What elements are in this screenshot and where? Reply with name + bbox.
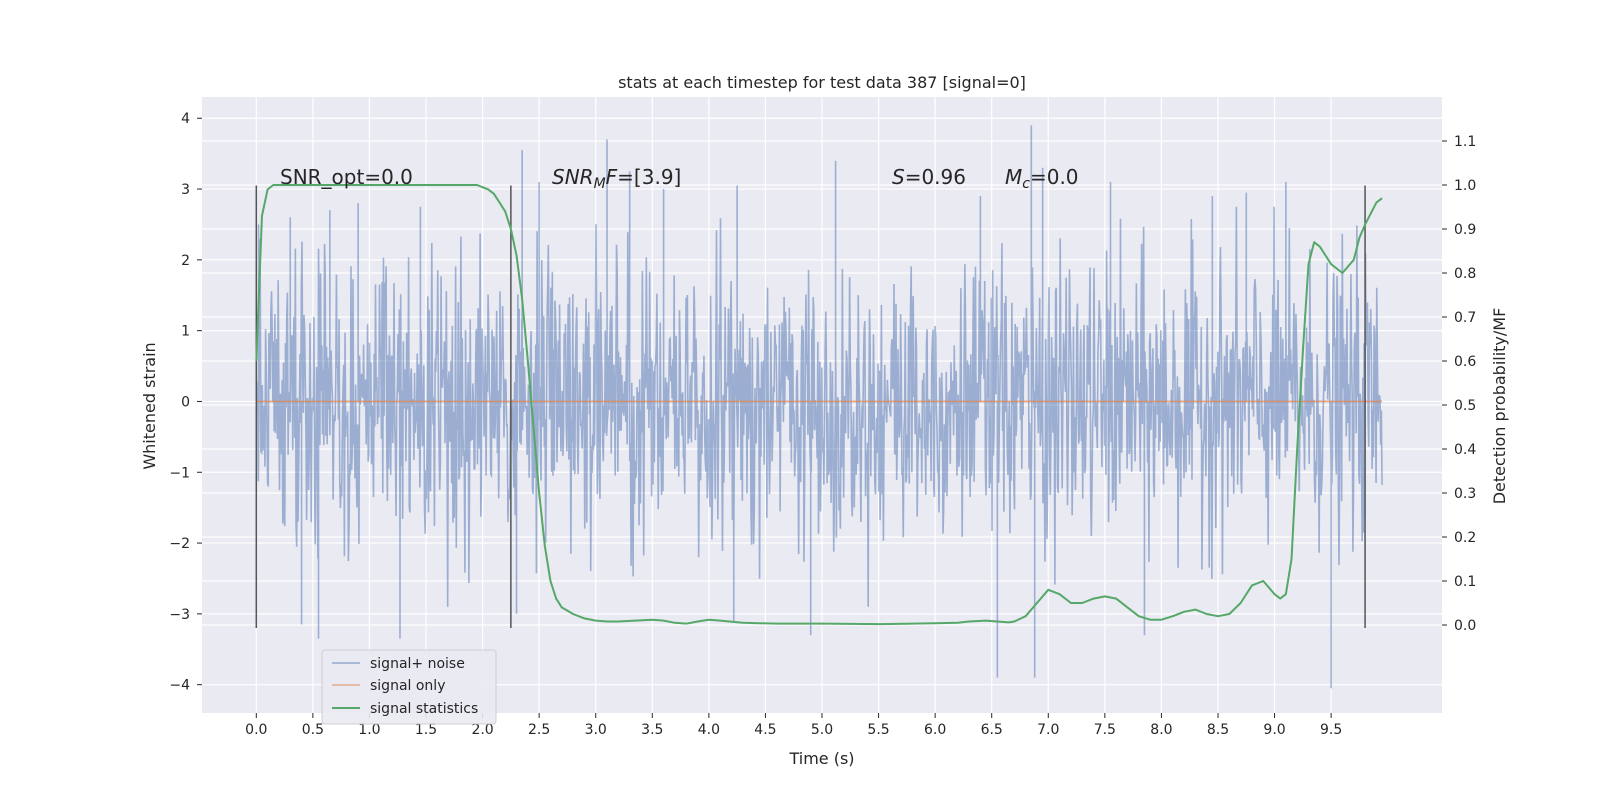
y-left-tick-label: −1 bbox=[169, 465, 190, 481]
x-tick-label: 7.0 bbox=[1037, 722, 1059, 738]
y-left-tick-label: −3 bbox=[169, 607, 190, 623]
x-tick-label: 4.0 bbox=[698, 722, 720, 738]
x-tick-label: 1.0 bbox=[358, 722, 380, 738]
x-tick-label: 2.5 bbox=[528, 722, 550, 738]
y-left-tick-label: 4 bbox=[181, 111, 190, 127]
y-left-tick-label: 1 bbox=[181, 324, 190, 340]
y-right-tick-label: 0.0 bbox=[1454, 618, 1476, 634]
x-tick-label: 7.5 bbox=[1094, 722, 1116, 738]
x-tick-label: 0.0 bbox=[245, 722, 267, 738]
x-tick-label: 3.0 bbox=[585, 722, 607, 738]
annotation-s: S=0.96 bbox=[892, 165, 966, 189]
x-tick-label: 5.0 bbox=[811, 722, 833, 738]
x-tick-label: 9.5 bbox=[1320, 722, 1342, 738]
axis-ticks: 0.0 0.5 1.0 1.5 2.0 2.5 3.0 3.5 4.0 4.5 5.0 5.5 6.0 6… bbox=[169, 111, 1476, 738]
y-axis-left-label: Whitened strain bbox=[140, 342, 159, 469]
y-left-tick-label: −2 bbox=[169, 536, 190, 552]
x-tick-label: 9.0 bbox=[1263, 722, 1285, 738]
x-tick-label: 6.0 bbox=[924, 722, 946, 738]
x-axis-label: Time (s) bbox=[788, 749, 854, 768]
y-left-tick-label: 3 bbox=[181, 182, 190, 198]
y-right-tick-label: 0.3 bbox=[1454, 486, 1476, 502]
series-signal-statistics bbox=[255, 184, 1383, 626]
y-right-tick-label: 0.1 bbox=[1454, 574, 1476, 590]
y-right-tick-label: 1.0 bbox=[1454, 178, 1476, 194]
y-right-tick-label: 0.2 bbox=[1454, 530, 1476, 546]
y-right-tick-label: 0.7 bbox=[1454, 310, 1476, 326]
vertical-markers bbox=[255, 185, 1366, 629]
y-right-tick-label: 0.5 bbox=[1454, 398, 1476, 414]
y-right-tick-label: 1.1 bbox=[1454, 134, 1476, 150]
y-left-tick-label: 0 bbox=[181, 394, 190, 410]
y-left-tick-label: 2 bbox=[181, 253, 190, 269]
x-tick-label: 0.5 bbox=[302, 722, 324, 738]
y-right-tick-label: 0.8 bbox=[1454, 266, 1476, 282]
x-tick-label: 2.0 bbox=[471, 722, 493, 738]
legend-label-signal-only: signal only bbox=[370, 678, 445, 694]
y-right-tick-label: 0.9 bbox=[1454, 222, 1476, 238]
x-tick-label: 1.5 bbox=[415, 722, 437, 738]
y-right-tick-label: 0.4 bbox=[1454, 442, 1476, 458]
legend-box bbox=[321, 649, 497, 725]
x-tick-label: 5.5 bbox=[867, 722, 889, 738]
x-tick-label: 8.0 bbox=[1150, 722, 1172, 738]
x-tick-label: 4.5 bbox=[754, 722, 776, 738]
legend-label-statistics: signal statistics bbox=[370, 701, 478, 717]
x-tick-label: 8.5 bbox=[1207, 722, 1229, 738]
y-axis-right-label: Detection probability/MF bbox=[1490, 308, 1509, 505]
annotation-snr-mf: SNRMF=[3.9] bbox=[552, 165, 681, 192]
y-left-tick-label: −4 bbox=[169, 678, 190, 694]
annotation-mc: Mc=0.0 bbox=[1005, 165, 1079, 192]
noise-trace bbox=[255, 125, 1383, 689]
series-signal-plus-noise bbox=[255, 125, 1383, 689]
statistics-curve bbox=[255, 184, 1383, 626]
annotation-snr-opt: SNR_opt=0.0 bbox=[280, 165, 413, 189]
legend: signal+ noise signal only signal statist… bbox=[321, 649, 497, 725]
chart-title: stats at each timestep for test data 387… bbox=[618, 73, 1026, 92]
x-tick-label: 6.5 bbox=[981, 722, 1003, 738]
x-tick-label: 3.5 bbox=[641, 722, 663, 738]
y-right-tick-label: 0.6 bbox=[1454, 354, 1476, 370]
legend-label-noise: signal+ noise bbox=[370, 656, 465, 672]
